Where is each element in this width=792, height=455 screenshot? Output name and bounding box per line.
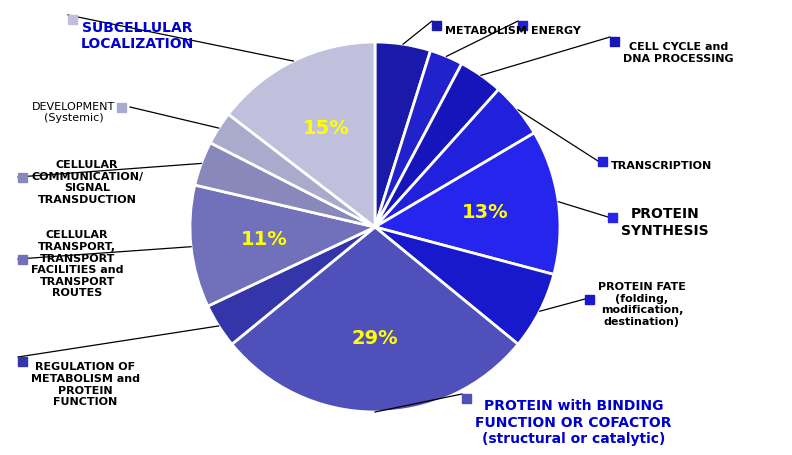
Text: CELLULAR
COMMUNICATION/
SIGNAL
TRANSDUCTION: CELLULAR COMMUNICATION/ SIGNAL TRANSDUCT… [31, 160, 143, 204]
Wedge shape [232, 228, 518, 412]
Text: 15%: 15% [303, 119, 349, 137]
Bar [608, 213, 617, 222]
Text: PROTEIN with BINDING
FUNCTION OR COFACTOR
(structural or catalytic): PROTEIN with BINDING FUNCTION OR COFACTO… [475, 399, 672, 445]
Bar [117, 103, 126, 112]
Bar [462, 394, 471, 403]
Bar [18, 173, 27, 182]
Text: PROTEIN
SYNTHESIS: PROTEIN SYNTHESIS [621, 207, 709, 237]
Bar [598, 157, 607, 166]
Text: PROTEIN FATE
(folding,
modification,
destination): PROTEIN FATE (folding, modification, des… [598, 282, 686, 326]
Bar [18, 357, 27, 366]
Bar [18, 255, 27, 264]
Bar [585, 295, 594, 304]
Text: METABOLISM: METABOLISM [445, 26, 527, 36]
Bar [68, 16, 77, 25]
Text: ENERGY: ENERGY [531, 26, 581, 36]
Text: SUBCELLULAR
LOCALIZATION: SUBCELLULAR LOCALIZATION [81, 20, 194, 51]
Wedge shape [208, 228, 375, 344]
Wedge shape [375, 134, 560, 275]
Wedge shape [375, 228, 554, 344]
Wedge shape [211, 115, 375, 228]
Text: TRANSCRIPTION: TRANSCRIPTION [611, 161, 712, 171]
Wedge shape [375, 51, 462, 228]
Wedge shape [375, 90, 535, 228]
Text: 29%: 29% [352, 329, 398, 348]
Text: CELLULAR
TRANSPORT,
TRANSPORT
FACILITIES and
TRANSPORT
ROUTES: CELLULAR TRANSPORT, TRANSPORT FACILITIES… [31, 230, 124, 298]
Text: 11%: 11% [242, 230, 288, 249]
Bar [610, 38, 619, 47]
Wedge shape [228, 43, 375, 228]
Wedge shape [375, 43, 431, 228]
Text: CELL CYCLE and
DNA PROCESSING: CELL CYCLE and DNA PROCESSING [623, 42, 733, 64]
Text: REGULATION OF
METABOLISM and
PROTEIN
FUNCTION: REGULATION OF METABOLISM and PROTEIN FUN… [31, 362, 140, 406]
Text: 13%: 13% [462, 203, 508, 222]
Bar [518, 22, 527, 31]
Bar [432, 22, 441, 31]
Wedge shape [190, 186, 375, 307]
Text: DEVELOPMENT
(Systemic): DEVELOPMENT (Systemic) [32, 101, 115, 123]
Wedge shape [195, 143, 375, 228]
Wedge shape [375, 65, 499, 228]
